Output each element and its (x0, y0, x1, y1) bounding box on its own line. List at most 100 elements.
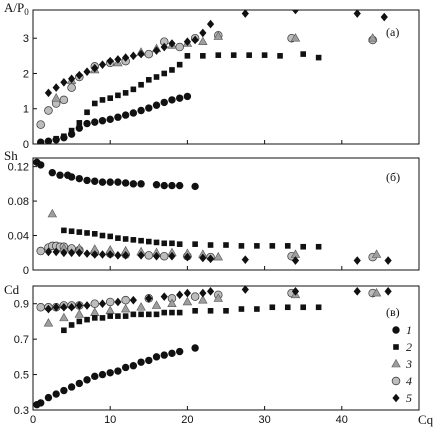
data-point-series-5 (106, 56, 114, 66)
data-point-series-3 (213, 31, 223, 40)
data-point-series-2 (76, 318, 83, 325)
data-point-series-4 (44, 106, 53, 115)
data-point-series-2 (115, 235, 121, 241)
data-point-series-2 (138, 237, 144, 244)
data-point-series-5 (168, 251, 176, 261)
data-point-series-2 (153, 311, 160, 318)
data-point-series-1 (114, 178, 122, 186)
panel-c-ticks: 0.3 0.5 0.7 0.9 (14, 299, 343, 417)
data-point-series-2 (284, 243, 291, 249)
data-point-series-5 (241, 10, 249, 18)
data-point-series-4 (105, 297, 115, 307)
data-point-series-2 (61, 227, 67, 234)
legend-marker-5 (392, 393, 400, 403)
data-point-series-5 (44, 304, 53, 314)
data-point-series-2 (207, 308, 214, 314)
data-point-series-5 (75, 248, 83, 258)
data-point-series-2 (277, 53, 283, 59)
y-tick-label: 3 (23, 33, 29, 45)
panel-b: 0 0.04 0.08 0.12 (б) Sh (4, 148, 420, 277)
data-point-series-5 (122, 53, 130, 62)
data-point-series-2 (230, 52, 237, 58)
data-point-series-2 (261, 52, 268, 58)
data-point-series-5 (241, 255, 249, 264)
data-point-series-2 (315, 54, 322, 61)
data-point-series-2 (192, 241, 198, 247)
data-point-series-2 (122, 236, 129, 242)
data-point-series-5 (353, 287, 361, 296)
data-point-series-1 (75, 379, 84, 388)
data-point-series-1 (106, 115, 114, 124)
panel-a-ylabel-sub: 0 (24, 7, 29, 17)
y-tick-label: 1 (23, 104, 29, 116)
data-point-series-5 (191, 35, 199, 45)
data-point-series-4 (159, 251, 169, 261)
data-point-series-2 (107, 95, 113, 101)
data-point-series-1 (152, 181, 161, 189)
data-point-series-1 (75, 124, 84, 132)
x-axis: 0 10 20 30 40 (30, 414, 348, 426)
panel-c-tag: (в) (386, 305, 400, 319)
data-point-series-1 (83, 119, 91, 128)
data-point-series-5 (129, 51, 137, 61)
data-point-series-1 (129, 180, 138, 188)
panel-a-frame (32, 9, 420, 145)
y-tick-label: 0.7 (14, 334, 29, 346)
data-point-series-3 (290, 33, 301, 42)
data-point-series-5 (98, 250, 107, 259)
data-point-series-1 (67, 130, 76, 138)
panel-c-ylabel: Cd (4, 282, 20, 297)
panel-c-frame (32, 285, 420, 411)
data-point-series-1 (129, 109, 138, 117)
legend-marker-3 (391, 358, 401, 368)
x-tick-label: 10 (104, 414, 116, 426)
data-point-series-1 (137, 358, 145, 366)
data-point-series-1 (67, 173, 76, 181)
data-point-series-5 (114, 297, 122, 307)
data-point-series-3 (90, 307, 100, 316)
data-point-series-5 (75, 301, 83, 310)
data-point-series-1 (37, 399, 45, 407)
data-point-series-3 (59, 312, 69, 322)
data-point-series-1 (145, 356, 153, 365)
data-point-series-4 (190, 292, 200, 301)
data-point-series-2 (138, 311, 144, 318)
data-point-series-1 (121, 111, 130, 119)
data-point-series-2 (84, 230, 90, 236)
x-tick-label: 20 (181, 414, 193, 426)
data-point-series-2 (184, 53, 191, 59)
data-point-series-1 (44, 137, 53, 144)
data-point-series-4 (121, 295, 130, 305)
data-point-series-2 (130, 311, 137, 318)
legend-marker-1 (392, 326, 400, 334)
data-point-series-2 (176, 241, 183, 247)
data-point-series-5 (291, 287, 300, 296)
data-point-series-2 (176, 61, 183, 68)
panel-c-points (33, 286, 392, 409)
data-point-series-2 (169, 67, 175, 73)
data-point-series-2 (76, 229, 83, 235)
data-point-series-2 (223, 242, 229, 248)
data-point-series-1 (106, 178, 114, 186)
data-point-series-1 (60, 133, 68, 142)
data-point-series-2 (153, 239, 160, 246)
data-point-series-5 (353, 256, 361, 265)
data-point-series-5 (137, 251, 145, 260)
data-point-series-1 (98, 178, 107, 186)
data-point-series-1 (60, 386, 68, 395)
data-point-series-1 (67, 383, 76, 391)
data-point-series-2 (146, 77, 152, 83)
data-point-series-3 (182, 296, 193, 306)
data-point-series-5 (160, 42, 168, 52)
data-point-series-1 (175, 347, 184, 356)
data-point-series-1 (152, 353, 161, 361)
panel-b-tag: (б) (386, 170, 400, 184)
legend-label-4: 4 (406, 374, 412, 388)
legend-label-2: 2 (406, 340, 412, 354)
y-tick-label: 0.08 (8, 196, 29, 208)
data-point-series-3 (136, 302, 146, 311)
data-point-series-2 (200, 53, 206, 59)
data-point-series-2 (269, 243, 276, 249)
data-point-series-2 (215, 52, 222, 58)
